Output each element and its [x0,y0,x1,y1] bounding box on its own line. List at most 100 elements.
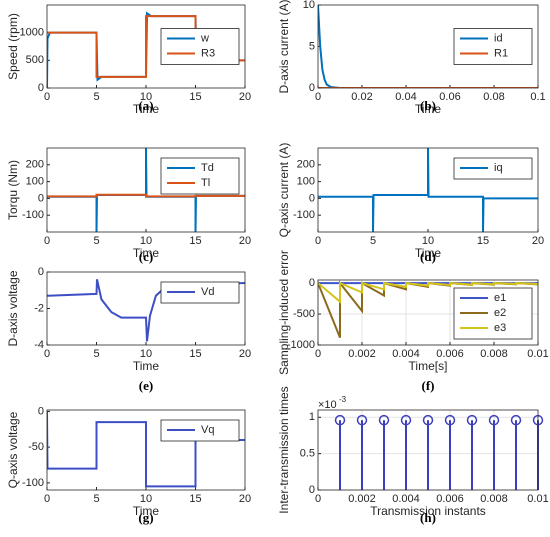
x-axis-label: Time [133,102,160,116]
caption: (g) [138,510,153,525]
x-tick-label: 0.004 [392,493,420,505]
y-tick-label: 1 [309,411,315,423]
axes-box [46,271,246,346]
axes-box [46,4,246,89]
x-tick-label: 20 [239,91,251,103]
y-tick-label: 1000 [20,27,44,39]
legend-label: Tl [201,177,210,189]
panel: 0 5 10 0 0.02 0.04 0.06 0.08 0.1 Time D-axis curre… [277,0,545,116]
y-tick-label: -100 [22,477,44,489]
x-tick-label: 20 [239,235,251,247]
x-axis-label: Time [415,102,442,116]
y-axis-label: D-axis voltage [6,270,20,346]
y-axis-label: D-axis current (A) [277,0,291,94]
x-tick-label: 0.04 [395,91,416,103]
panel: -100 0 100 200 0 5 10 15 20 Time Q-axis current (A… [277,143,544,264]
x-tick-label: 0 [44,235,50,247]
legend-box [453,157,533,180]
axes-box [317,4,539,89]
caption: (h) [420,510,436,525]
stem-marker [444,414,456,426]
stem-marker [378,414,390,426]
y-tick-label: -500 [293,308,315,320]
panel: -4 -2 0 0 5 10 15 20 Time D-axis voltage (e) Vd [6,266,251,393]
legend-label: id [494,32,503,44]
y-tick-label: 5 [309,40,315,52]
x-tick-label: 0.02 [351,91,372,103]
x-tick-label: 0 [44,348,50,360]
x-tick-label: 15 [477,235,489,247]
axes-box [317,147,539,233]
x-tick-label: 0.002 [348,493,376,505]
legend-label: Td [201,162,214,174]
caption: (f) [422,378,435,393]
x-tick-label: 15 [189,493,201,505]
legend-label: e1 [494,292,506,304]
x-tick-label: 0.1 [530,91,545,103]
y-tick-label: 100 [297,176,315,188]
y-tick-label: 0 [309,277,315,289]
x-tick-label: 5 [370,235,376,247]
x-tick-label: 0 [315,493,321,505]
x-tick-label: 10 [140,348,152,360]
x-tick-label: 5 [93,348,99,360]
x-tick-label: 5 [93,493,99,505]
y-tick-label: -50 [28,441,44,453]
y-axis-label: Speed (rpm) [6,13,20,80]
series-line [47,193,245,198]
series-line [47,148,245,232]
x-tick-label: 0.004 [392,348,420,360]
x-tick-label: 15 [189,348,201,360]
x-tick-label: 0 [315,91,321,103]
caption: (c) [139,249,153,264]
legend-label: iq [494,162,503,174]
x-tick-label: 10 [422,235,434,247]
y-tick-label: 100 [26,176,44,188]
x-tick-label: 0 [315,235,321,247]
panel: 0 0.5 1 0 0.002 0.004 0.006 0.008 0.01 Transmissi… [277,386,549,525]
x-tick-label: 5 [93,91,99,103]
stem-marker [356,414,368,426]
x-tick-label: 15 [189,235,201,247]
x-axis-label: Time [415,246,442,260]
panel: -100 -50 0 0 5 10 15 20 Time Q-axis voltage (g) Vq [6,405,251,525]
legend-label: w [200,32,209,44]
series-line [47,411,245,488]
x-tick-label: 0 [44,493,50,505]
legend-label: Vd [201,286,214,298]
series-line [318,148,538,232]
x-tick-label: 10 [140,493,152,505]
legend-box [160,419,240,442]
stem-marker [488,414,500,426]
caption: (a) [138,98,153,113]
x-tick-label: 0.006 [436,348,464,360]
y-tick-label: -100 [22,209,44,221]
y-axis-label: Sampling-induced error [277,250,291,375]
x-tick-label: 20 [239,348,251,360]
panel: -100 0 100 200 0 5 10 15 20 Time Torqu (Nm) (c) Td Tl [6,147,251,264]
y-tick-label: 200 [26,159,44,171]
x-tick-label: 20 [239,493,251,505]
legend-label: e3 [494,322,506,334]
y-tick-label: 0.5 [300,448,315,460]
y-axis-label: Torqu (Nm) [6,160,20,220]
x-axis-label: Time[s] [409,359,448,373]
caption: (d) [420,249,436,264]
x-tick-label: 0.01 [527,493,548,505]
x-tick-label: 0.006 [436,493,464,505]
x-tick-label: 10 [140,235,152,247]
y-multiplier: ×10 [318,399,337,411]
x-axis-label: Time [133,504,160,518]
legend-label: R3 [201,47,215,59]
y-tick-label: 0 [38,82,44,94]
x-axis-label: Time [133,246,160,260]
y-axis-label: Q-axis voltage [6,411,20,488]
y-tick-label: -4 [34,339,44,351]
legend-label: e2 [494,307,506,319]
legend-label: Vq [201,424,214,436]
x-tick-label: 0.008 [480,348,508,360]
x-tick-label: 20 [532,235,544,247]
legend-box [160,281,240,304]
y-tick-label: -1000 [287,339,315,351]
